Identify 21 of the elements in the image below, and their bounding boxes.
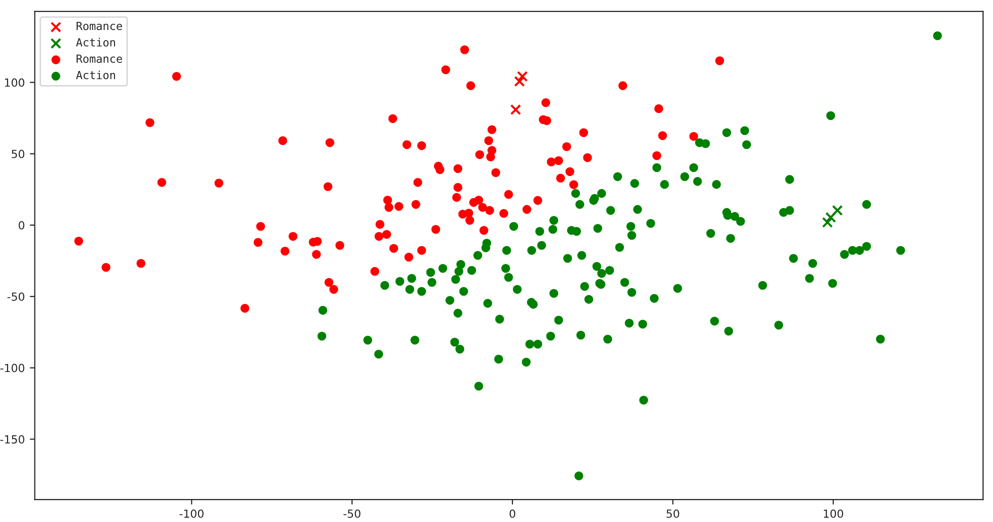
point	[510, 104, 522, 116]
x-tick-label: -50	[344, 509, 360, 518]
x-tick-label: 0	[510, 509, 516, 518]
y-tick-label: 50	[12, 150, 24, 158]
y-tick-label: 0	[18, 221, 24, 230]
x-tick-label: -100	[180, 509, 204, 518]
point	[832, 204, 843, 216]
x-tick-label: 50	[666, 509, 680, 518]
x-tick-label: 100	[824, 509, 844, 518]
point	[516, 70, 528, 82]
point	[514, 76, 525, 87]
point	[822, 216, 833, 228]
legend-label: Action	[76, 70, 116, 80]
point	[825, 212, 836, 223]
y-tick-label: -100	[0, 364, 24, 372]
y-tick-label: -50	[7, 292, 24, 301]
legend-label: Romance	[76, 22, 122, 30]
y-tick-label: -150	[0, 435, 24, 444]
y-tick-label: 100	[5, 78, 24, 87]
legend-label: Romance	[76, 54, 122, 63]
legend-label: Action	[76, 38, 116, 47]
